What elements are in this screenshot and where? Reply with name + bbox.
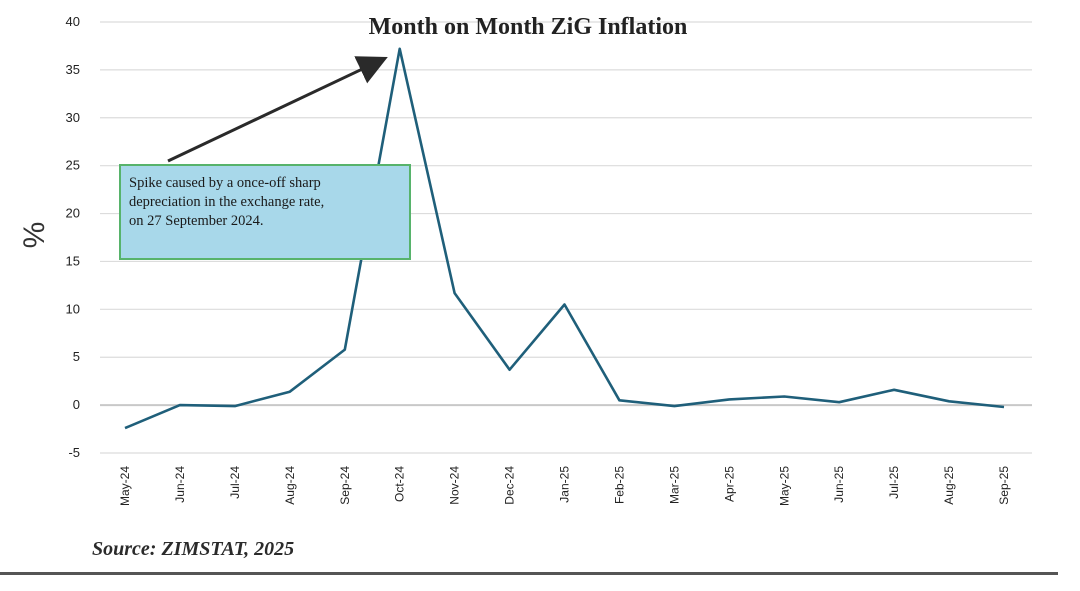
y-tick-label: 20 bbox=[66, 206, 80, 221]
x-tick-label: Aug-24 bbox=[283, 466, 297, 505]
chart-title: Month on Month ZiG Inflation bbox=[369, 14, 688, 40]
x-tick-label: Nov-24 bbox=[448, 466, 462, 505]
y-tick-label: 25 bbox=[66, 158, 80, 173]
series-line bbox=[124, 47, 1005, 430]
annotation-box: Spike caused by a once-off sharp depreci… bbox=[119, 164, 411, 260]
x-tick-label: Aug-25 bbox=[942, 466, 956, 505]
y-tick-label: 5 bbox=[73, 349, 80, 364]
y-axis-label: % bbox=[18, 222, 51, 249]
x-tick-label: Jun-25 bbox=[832, 466, 846, 503]
x-tick-label: Jul-25 bbox=[887, 466, 901, 499]
x-tick-label: Apr-25 bbox=[722, 466, 736, 502]
x-tick-label: Sep-25 bbox=[997, 466, 1011, 505]
y-axis-ticks: -5 0 5 10 15 20 25 30 35 40 bbox=[66, 14, 80, 460]
x-tick-label: Dec-24 bbox=[503, 466, 517, 505]
bottom-divider bbox=[0, 572, 1058, 575]
y-tick-label: 35 bbox=[66, 62, 80, 77]
x-tick-label: May-25 bbox=[777, 466, 791, 506]
x-tick-label: Oct-24 bbox=[393, 466, 407, 502]
x-tick-label: Mar-25 bbox=[667, 466, 681, 504]
x-tick-label: May-24 bbox=[118, 466, 132, 506]
y-tick-label: 10 bbox=[66, 301, 80, 316]
x-axis-ticks: May-24 Jun-24 Jul-24 Aug-24 Sep-24 Oct-24 Nov-… bbox=[118, 466, 1011, 506]
y-tick-label: 40 bbox=[66, 14, 80, 29]
x-tick-label: Jul-24 bbox=[228, 466, 242, 499]
annotation-line-2: depreciation in the exchange rate, bbox=[129, 194, 325, 210]
y-tick-label: -5 bbox=[68, 445, 80, 460]
y-tick-label: 15 bbox=[66, 253, 80, 268]
x-tick-label: Sep-24 bbox=[338, 466, 352, 505]
y-tick-label: 0 bbox=[73, 397, 80, 412]
annotation-line-3: on 27 September 2024. bbox=[129, 213, 264, 229]
y-tick-label: 30 bbox=[66, 110, 80, 125]
source-note: Source: ZIMSTAT, 2025 bbox=[92, 538, 295, 560]
x-tick-label: Jun-24 bbox=[173, 466, 187, 503]
x-tick-label: Jan-25 bbox=[558, 466, 572, 503]
annotation-line-1: Spike caused by a once-off sharp bbox=[129, 175, 321, 191]
annotation-arrow bbox=[167, 56, 388, 163]
x-tick-label: Feb-25 bbox=[612, 466, 626, 504]
